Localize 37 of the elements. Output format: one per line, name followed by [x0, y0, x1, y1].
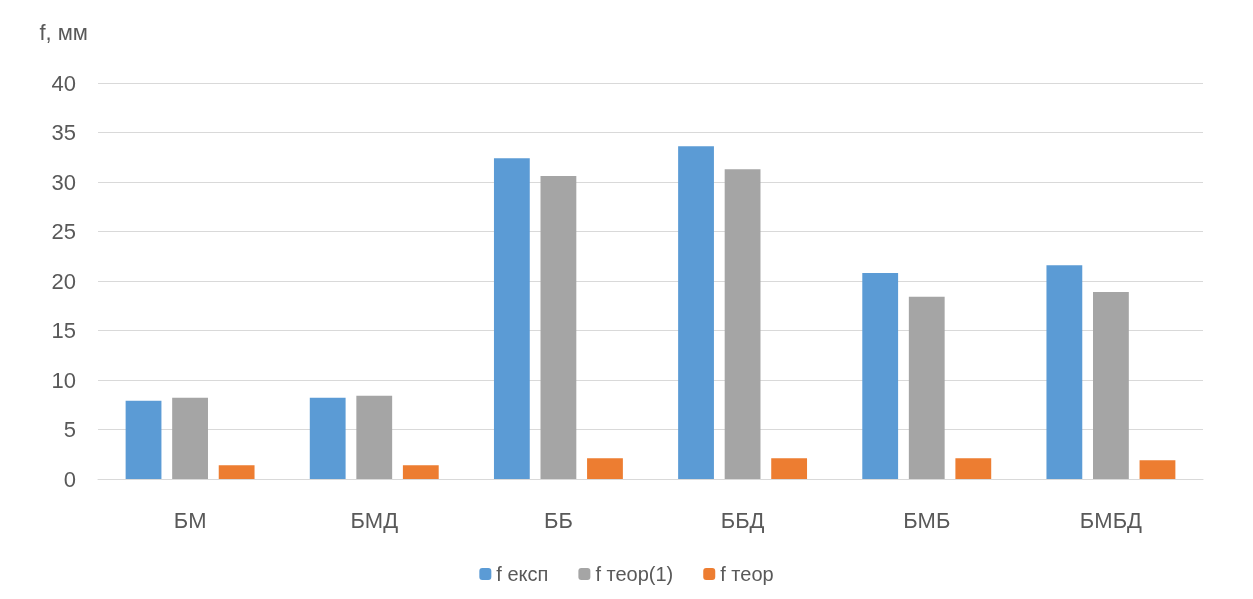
- bar: [402, 465, 439, 479]
- bar: [862, 273, 899, 479]
- bar: [955, 458, 992, 479]
- bar: [125, 400, 162, 479]
- y-tick-label: 0: [63, 466, 76, 492]
- bar: [771, 458, 808, 479]
- bar: [587, 458, 623, 479]
- x-tick-label: БМД: [350, 507, 399, 533]
- y-tick-label: 35: [51, 120, 76, 145]
- bar: [678, 146, 714, 479]
- bar: [724, 169, 761, 479]
- legend-label: f експ: [496, 563, 549, 585]
- y-tick-label: 5: [63, 417, 76, 442]
- y-axis-title: f, мм: [39, 19, 88, 45]
- bar: [540, 176, 577, 479]
- x-tick-label: ББД: [720, 507, 765, 533]
- y-tick-label: 25: [51, 219, 76, 244]
- y-tick-label: 15: [51, 318, 76, 343]
- bar: [493, 158, 530, 479]
- x-tick-label: БМ: [173, 507, 207, 533]
- bar: [1139, 460, 1176, 479]
- y-tick-label: 30: [51, 169, 76, 195]
- legend-label: f теор: [720, 563, 774, 585]
- bar: [908, 296, 945, 479]
- y-tick-label: 40: [51, 70, 76, 96]
- x-tick-label: БМБ: [903, 507, 951, 533]
- bar: [172, 397, 208, 479]
- x-tick-label: ББ: [543, 507, 573, 533]
- bar: [1046, 265, 1083, 479]
- bar: [218, 465, 255, 479]
- y-tick-label: 20: [51, 268, 76, 294]
- bar: [356, 395, 393, 479]
- bar: [309, 397, 346, 479]
- bar: [1093, 291, 1129, 479]
- x-tick-label: БМБД: [1079, 507, 1143, 533]
- y-tick-label: 10: [51, 367, 76, 393]
- legend-label: f теор(1): [595, 563, 674, 585]
